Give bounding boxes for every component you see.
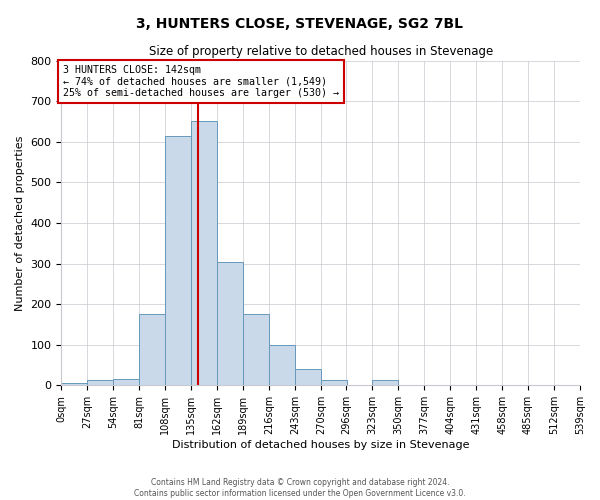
Bar xyxy=(217,262,243,386)
Text: 3 HUNTERS CLOSE: 142sqm
← 74% of detached houses are smaller (1,549)
25% of semi: 3 HUNTERS CLOSE: 142sqm ← 74% of detache… xyxy=(64,64,340,98)
Bar xyxy=(139,314,166,386)
Y-axis label: Number of detached properties: Number of detached properties xyxy=(15,136,25,310)
Bar xyxy=(191,122,217,386)
Bar xyxy=(295,369,321,386)
Bar xyxy=(166,136,191,386)
Bar xyxy=(372,380,398,386)
Bar xyxy=(61,384,88,386)
Bar xyxy=(269,344,295,386)
Text: 3, HUNTERS CLOSE, STEVENAGE, SG2 7BL: 3, HUNTERS CLOSE, STEVENAGE, SG2 7BL xyxy=(137,18,464,32)
Bar xyxy=(113,380,139,386)
Title: Size of property relative to detached houses in Stevenage: Size of property relative to detached ho… xyxy=(149,45,493,58)
Bar xyxy=(243,314,269,386)
Bar xyxy=(321,380,347,386)
Text: Contains HM Land Registry data © Crown copyright and database right 2024.
Contai: Contains HM Land Registry data © Crown c… xyxy=(134,478,466,498)
Bar xyxy=(88,380,113,386)
X-axis label: Distribution of detached houses by size in Stevenage: Distribution of detached houses by size … xyxy=(172,440,469,450)
